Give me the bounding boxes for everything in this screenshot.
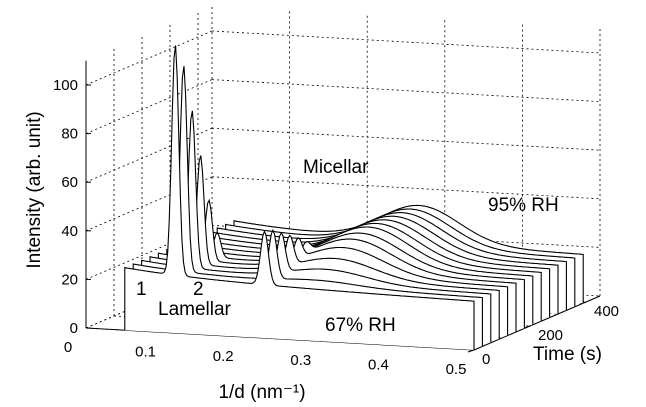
spectrum-trace xyxy=(124,45,475,350)
annotation-95rh: 95% RH xyxy=(488,195,559,216)
z-tick-label: 40 xyxy=(61,223,78,240)
z-axis-label: Intensity (arb. unit) xyxy=(24,111,45,268)
x-tick-label: 0 xyxy=(64,339,72,356)
z-tick-label: 60 xyxy=(61,174,78,191)
time-tick-mark xyxy=(467,349,475,353)
x-tick-label: 0.2 xyxy=(213,348,234,365)
annotation-peak-1: 1 xyxy=(136,279,147,300)
time-tick-mark xyxy=(523,325,531,329)
x-tick-label: 0.3 xyxy=(290,352,311,369)
z-tick-label: 0 xyxy=(70,320,78,337)
grid-line xyxy=(85,30,213,86)
grid-line xyxy=(211,79,601,102)
annotation-micellar: Micellar xyxy=(303,157,369,178)
label-layer: Micellar 95% RH Lamellar 67% RH 1 2 Inte… xyxy=(24,111,602,403)
grid-line xyxy=(211,30,601,54)
annotation-lamellar: Lamellar xyxy=(158,299,232,320)
time-tick-label: 400 xyxy=(594,303,619,320)
z-tick-label: 20 xyxy=(61,271,78,288)
time-tick-label: 200 xyxy=(538,327,563,344)
z-tick-label: 80 xyxy=(61,126,78,143)
z-tick-label: 100 xyxy=(53,77,78,94)
x-tick-label: 0.4 xyxy=(368,357,389,374)
x-axis-label: 1/d (nm⁻¹) xyxy=(218,382,305,403)
y-axis-label: Time (s) xyxy=(533,344,602,365)
grid-line xyxy=(211,127,601,151)
spectrum-trace xyxy=(132,66,483,347)
annotation-67rh: 67% RH xyxy=(325,315,396,336)
trace-layer xyxy=(124,45,584,350)
time-axis-line xyxy=(473,295,601,351)
time-tick-label: 0 xyxy=(482,351,490,368)
axis-layer: 0 20 40 60 80 100 0 0.1 0.2 0.3 0.4 0.5 0 200 400 xyxy=(53,60,619,378)
annotation-peak-2: 2 xyxy=(193,279,204,300)
x-tick-label: 0.1 xyxy=(135,343,156,360)
x-tick-label: 0.5 xyxy=(446,361,467,378)
